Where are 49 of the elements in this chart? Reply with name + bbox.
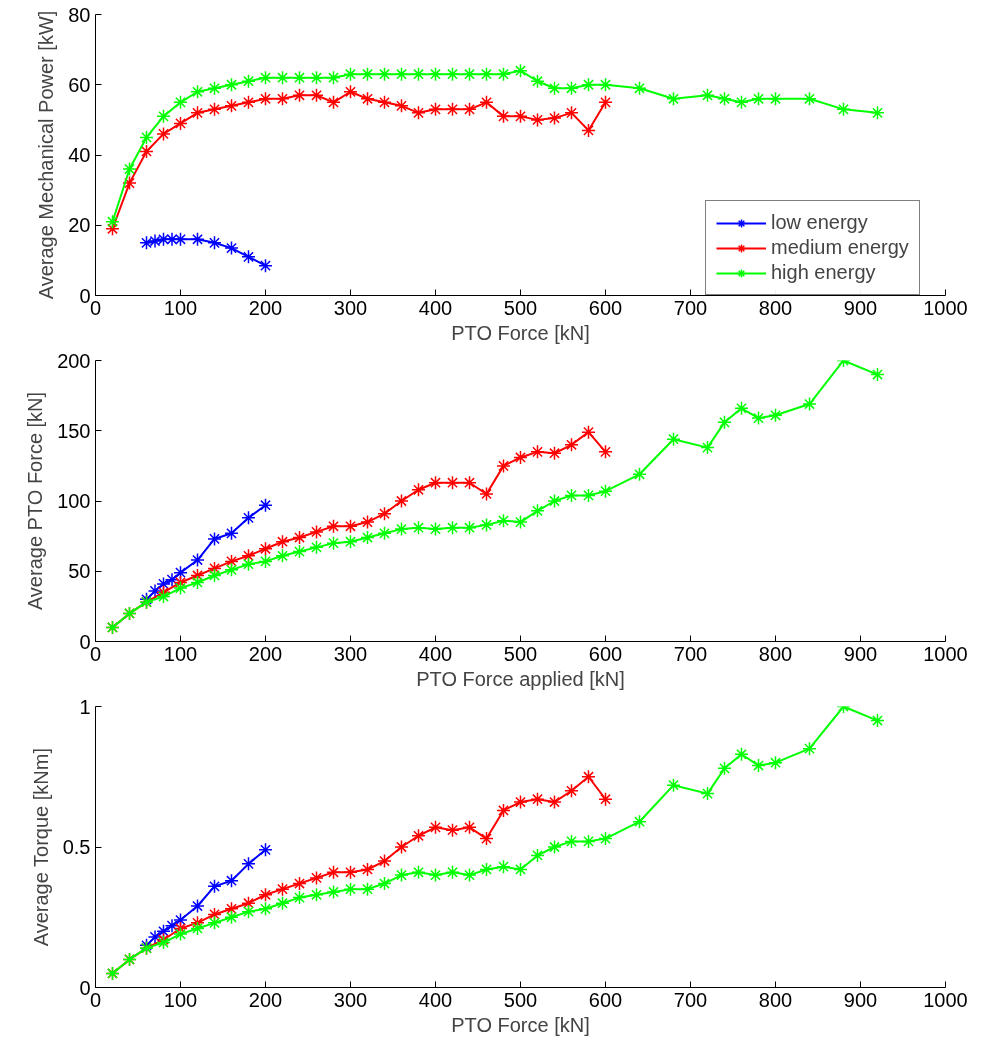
x-tick-label: 400 (418, 642, 453, 665)
x-tick-label: 800 (758, 988, 793, 1011)
y-tick-label: 60 (68, 73, 91, 96)
x-tick-label: 900 (843, 642, 878, 665)
x-tick-label: 1000 (923, 988, 968, 1011)
x-tick-label: 700 (673, 988, 708, 1011)
x-tick-label: 800 (758, 642, 793, 665)
x-tick-label: 300 (333, 296, 368, 319)
x-tick-label: 100 (163, 296, 198, 319)
x-axis-title: PTO Force [kN] (451, 321, 590, 344)
y-axis-title: Average PTO Force [kN] (24, 391, 47, 611)
x-tick-label: 200 (248, 988, 283, 1011)
y-axis-title: Average Torque [kNm] (29, 748, 52, 947)
legend-label: high energy (771, 261, 876, 284)
x-tick-label: 100 (163, 642, 198, 665)
x-tick-label: 600 (588, 642, 623, 665)
y-tick-label: 1 (79, 695, 91, 718)
x-tick-label: 1000 (923, 642, 968, 665)
x-tick-label: 200 (248, 296, 283, 319)
y-tick-label: 0.5 (62, 836, 91, 858)
x-tick-label: 500 (503, 642, 538, 665)
x-axis-title: PTO Force applied [kN] (416, 667, 625, 690)
x-tick-label: 1000 (923, 296, 968, 319)
legend-label: medium energy (771, 236, 909, 259)
y-tick-label: 150 (57, 419, 91, 442)
x-tick-label: 900 (843, 988, 878, 1011)
x-tick-label: 500 (503, 296, 538, 319)
x-tick-label: 500 (503, 988, 538, 1011)
x-tick-label: 100 (163, 988, 198, 1011)
x-tick-label: 400 (418, 988, 453, 1011)
x-tick-label: 700 (673, 296, 708, 319)
y-tick-label: 80 (68, 3, 91, 26)
y-tick-label: 40 (68, 144, 91, 166)
x-tick-label: 700 (673, 642, 708, 665)
x-tick-label: 600 (588, 988, 623, 1011)
x-tick-label: 300 (333, 988, 368, 1011)
x-tick-label: 900 (843, 296, 878, 319)
x-tick-label: 400 (418, 296, 453, 319)
legend-label: low energy (771, 211, 868, 234)
x-tick-label: 800 (758, 296, 793, 319)
y-tick-label: 200 (57, 349, 91, 372)
x-axis-title: PTO Force [kN] (451, 1013, 590, 1036)
x-tick-label: 600 (588, 296, 623, 319)
x-tick-label: 300 (333, 642, 368, 665)
y-tick-label: 100 (57, 490, 91, 512)
y-axis-title: Average Mechanical Power [kW] (35, 10, 58, 300)
x-tick-label: 200 (248, 642, 283, 665)
y-tick-label: 20 (68, 214, 91, 237)
y-tick-label: 50 (68, 560, 91, 583)
